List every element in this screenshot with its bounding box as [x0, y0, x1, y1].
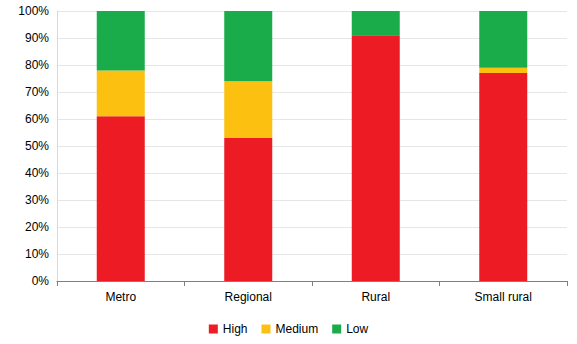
svg-text:60%: 60%	[25, 112, 49, 126]
svg-text:10%: 10%	[25, 247, 49, 261]
svg-text:70%: 70%	[25, 85, 49, 99]
svg-text:80%: 80%	[25, 58, 49, 72]
svg-text:Regional: Regional	[225, 290, 272, 304]
svg-text:40%: 40%	[25, 166, 49, 180]
svg-text:High: High	[223, 322, 248, 336]
svg-text:Small rural: Small rural	[475, 290, 532, 304]
svg-text:Metro: Metro	[105, 290, 136, 304]
svg-text:0%: 0%	[32, 274, 50, 288]
svg-text:50%: 50%	[25, 139, 49, 153]
svg-text:30%: 30%	[25, 193, 49, 207]
svg-text:100%: 100%	[18, 4, 49, 18]
svg-text:Low: Low	[346, 322, 368, 336]
svg-text:20%: 20%	[25, 220, 49, 234]
svg-text:90%: 90%	[25, 31, 49, 45]
svg-text:Medium: Medium	[275, 322, 318, 336]
svg-text:Rural: Rural	[361, 290, 390, 304]
